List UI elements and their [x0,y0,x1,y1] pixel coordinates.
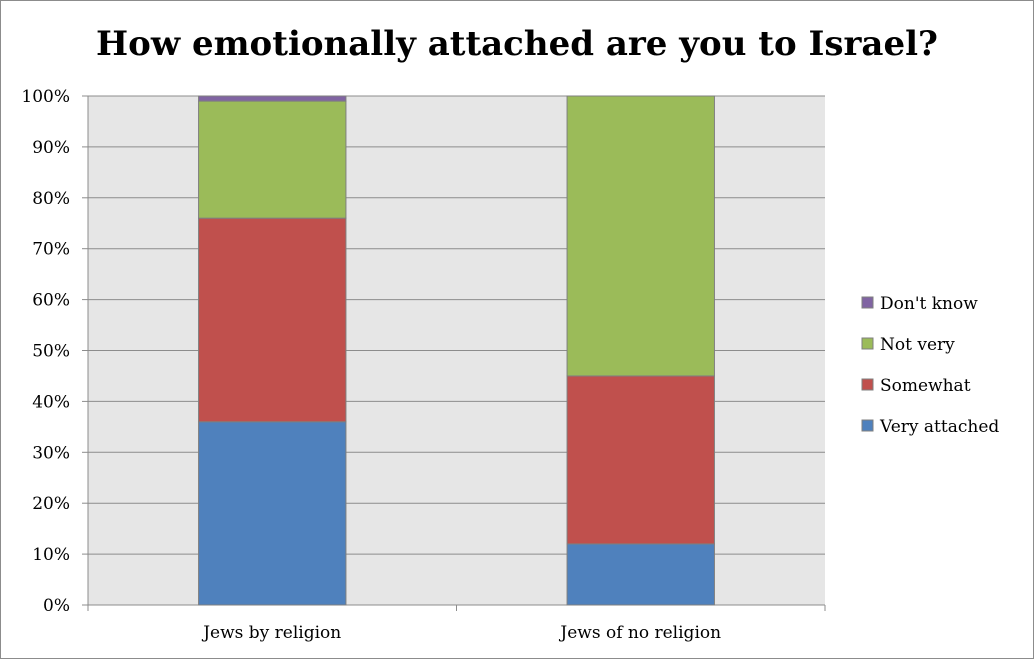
legend-label: Somewhat [880,376,971,396]
bar-not-very-2 [566,95,715,377]
legend-label: Not very [880,335,955,355]
bar-very-attached-1 [198,421,347,606]
legend-label: Very attached [879,417,999,437]
legend-label: Don't know [880,294,978,314]
y-tick-label: 70% [32,240,70,260]
y-tick-label: 100% [21,87,70,107]
bar-not-very-1 [198,100,347,219]
y-tick-label: 90% [32,138,70,158]
bar-somewhat-2 [566,375,715,545]
y-tick-label: 40% [32,392,70,412]
y-tick-label: 30% [32,443,70,463]
legend-swatch [861,337,874,350]
legend-swatch [861,419,874,432]
y-tick-label: 60% [32,291,70,311]
bar-don-t-know-1 [198,95,347,102]
y-tick-label: 10% [32,545,70,565]
x-category-label: Jews of no religion [558,623,721,643]
legend-swatch [861,378,874,391]
y-tick-label: 80% [32,189,70,209]
chart-title: How emotionally attached are you to Isra… [96,24,938,64]
bar-somewhat-1 [198,217,347,423]
bar-very-attached-2 [566,543,715,606]
y-tick-label: 0% [43,596,70,616]
y-tick-label: 50% [32,342,70,362]
y-tick-label: 20% [32,494,70,514]
x-category-label: Jews by religion [201,623,341,643]
legend-swatch [861,296,874,309]
